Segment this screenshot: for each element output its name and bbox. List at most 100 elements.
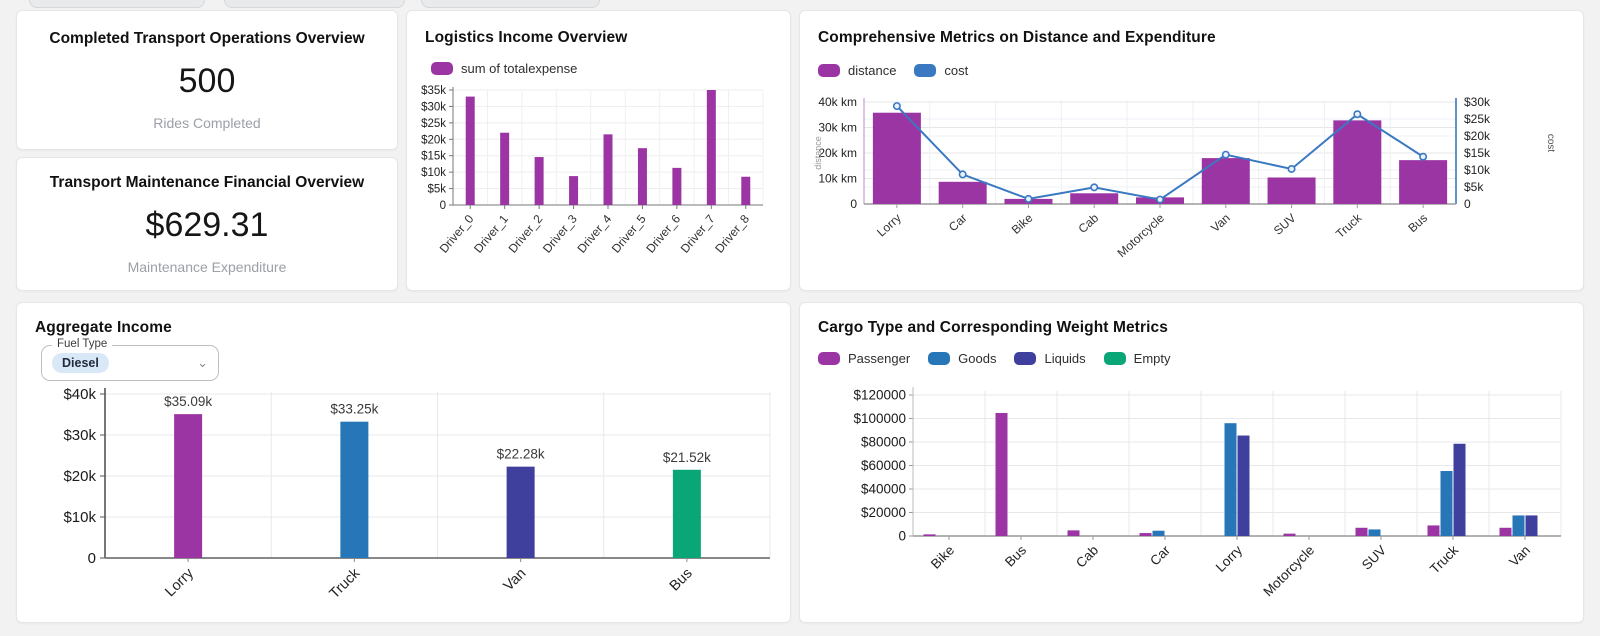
bar-Bus[interactable]	[1399, 160, 1448, 204]
axis-label: $25k	[1464, 112, 1491, 126]
axis-label: Bus	[1002, 542, 1029, 569]
axis-label: Truck	[1427, 542, 1461, 576]
bar-SUV[interactable]	[1267, 177, 1316, 204]
axis-label: $120000	[853, 388, 906, 403]
cost-point-Lorry[interactable]	[892, 102, 901, 111]
bar-Van-goods[interactable]	[1512, 515, 1525, 536]
axis-label: 0	[440, 200, 446, 212]
axis-label: $10k	[1464, 163, 1491, 177]
bar-Driver_6[interactable]	[672, 167, 682, 205]
fuel-type-select[interactable]: Fuel Type Diesel ⌄	[41, 338, 219, 381]
legend-chip	[818, 64, 840, 77]
axis-label: Lorry	[874, 211, 904, 240]
cost-point-Van[interactable]	[1221, 150, 1230, 159]
legend-item-empty[interactable]: Empty	[1103, 351, 1171, 366]
axis-label: 40k km	[818, 95, 857, 109]
legend-label: distance	[848, 63, 897, 78]
legend-item-passenger[interactable]: Passenger	[818, 351, 910, 366]
bar-Car[interactable]	[938, 181, 987, 204]
bar-Truck-liquids[interactable]	[1453, 443, 1466, 536]
axis-label: 30k km	[818, 121, 857, 135]
bar-Van-passenger[interactable]	[1499, 527, 1512, 536]
top-tab-stub-3[interactable]	[421, 0, 600, 8]
bar-Bus-passenger[interactable]	[995, 412, 1008, 536]
bar-Lorry[interactable]	[174, 414, 203, 558]
axis-label: $20000	[861, 505, 906, 520]
bar-Van[interactable]	[506, 466, 535, 558]
bar-Driver_0[interactable]	[465, 96, 475, 205]
axis-label: 0	[850, 197, 857, 211]
top-tab-stub-1[interactable]	[29, 0, 205, 8]
bar-SUV-passenger[interactable]	[1355, 527, 1368, 536]
cost-point-SUV[interactable]	[1287, 164, 1296, 173]
bar-Truck[interactable]	[1333, 120, 1382, 204]
axis-label: Motorcycle	[1115, 211, 1168, 260]
axis-label: Driver_2	[506, 212, 546, 256]
bar-Lorry[interactable]	[872, 112, 921, 204]
legend-item-distance[interactable]: distance	[818, 63, 896, 78]
kpi-subtitle: Maintenance Expenditure	[127, 258, 287, 275]
top-tab-stub-2[interactable]	[224, 0, 405, 8]
aggregate-income-chart-canvas: 0 $10k $20k $30k $40k $35.09k Lorry $33.25k Truc…	[63, 386, 771, 602]
legend-chip	[1103, 352, 1126, 365]
axis-label: Bus	[667, 566, 696, 595]
axis-label: 0	[88, 550, 96, 567]
bar-value-label: $21.52k	[663, 450, 711, 465]
bar-Driver_1[interactable]	[500, 132, 510, 205]
kpi-card-maintenance-expenditure: Transport Maintenance Financial Overview…	[16, 157, 398, 291]
axis-label: 0	[898, 529, 906, 544]
bar-Driver_5[interactable]	[637, 148, 647, 205]
bar-Cab-passenger[interactable]	[1067, 530, 1080, 536]
axis-label: 20k km	[818, 146, 857, 160]
bar-Driver_7[interactable]	[706, 90, 716, 205]
cost-point-Bus[interactable]	[1419, 152, 1428, 161]
legend-label: Liquids	[1044, 351, 1086, 366]
card-distance-expenditure: Comprehensive Metrics on Distance and Ex…	[799, 10, 1584, 291]
cargo-weight-chart-canvas: 0 $20000 $40000 $60000 $80000 $100000 $120000 B…	[853, 387, 1562, 600]
legend-item-cost[interactable]: cost	[914, 63, 968, 78]
legend-item-goods[interactable]: Goods	[928, 351, 996, 366]
legend-item-liquids[interactable]: Liquids	[1014, 351, 1086, 366]
axis-label: $35k	[421, 85, 446, 97]
bar-Car-goods[interactable]	[1152, 530, 1165, 536]
cost-point-Car[interactable]	[958, 170, 967, 179]
legend-item-totalexpense[interactable]: sum of totalexpense	[431, 61, 577, 76]
bar-Driver_4[interactable]	[603, 134, 613, 205]
bar-Driver_2[interactable]	[534, 157, 544, 205]
axis-label: $30k	[1464, 95, 1491, 109]
cost-point-Truck[interactable]	[1353, 110, 1362, 119]
bar-Cab[interactable]	[1070, 193, 1119, 204]
axis-label: Driver_7	[678, 212, 718, 256]
axis-label: Motorcycle	[1260, 543, 1317, 600]
axis-label: $20k	[63, 468, 96, 485]
cost-point-Motorcycle[interactable]	[1155, 195, 1164, 204]
bar-Truck[interactable]	[340, 421, 369, 558]
bar-Van-liquids[interactable]	[1525, 515, 1538, 536]
kpi-value: 500	[178, 61, 236, 100]
legend-label: sum of totalexpense	[461, 61, 578, 76]
axis-label: 0	[1464, 197, 1471, 211]
bar-SUV-goods[interactable]	[1368, 529, 1381, 536]
axis-label: $5k	[1464, 180, 1484, 194]
bar-Lorry-goods[interactable]	[1224, 423, 1237, 536]
axis-label: Lorry	[162, 565, 197, 600]
cost-point-Cab[interactable]	[1090, 183, 1099, 192]
bar-Lorry-liquids[interactable]	[1237, 435, 1250, 536]
bar-Driver_8[interactable]	[741, 176, 751, 205]
cost-point-Bike[interactable]	[1024, 194, 1033, 203]
bar-Bus[interactable]	[672, 469, 701, 558]
axis-label: $10k	[421, 167, 446, 179]
axis-label: Van	[501, 566, 530, 595]
bar-Car-passenger[interactable]	[1139, 533, 1152, 536]
axis-label: Driver_5	[609, 212, 649, 256]
bar-Truck-passenger[interactable]	[1427, 525, 1440, 536]
bar-Truck-goods[interactable]	[1440, 471, 1453, 536]
axis-label: Driver_3	[540, 212, 580, 256]
kpi-value: $629.31	[145, 205, 269, 244]
axis-label: Cab	[1073, 543, 1101, 571]
bar-Motorcycle-passenger[interactable]	[1283, 533, 1296, 536]
bar-Bike-passenger[interactable]	[923, 534, 936, 536]
chart-legend: sum of totalexpense	[431, 61, 577, 76]
bar-Driver_3[interactable]	[569, 176, 579, 205]
axis-label: Driver_1	[471, 212, 511, 256]
